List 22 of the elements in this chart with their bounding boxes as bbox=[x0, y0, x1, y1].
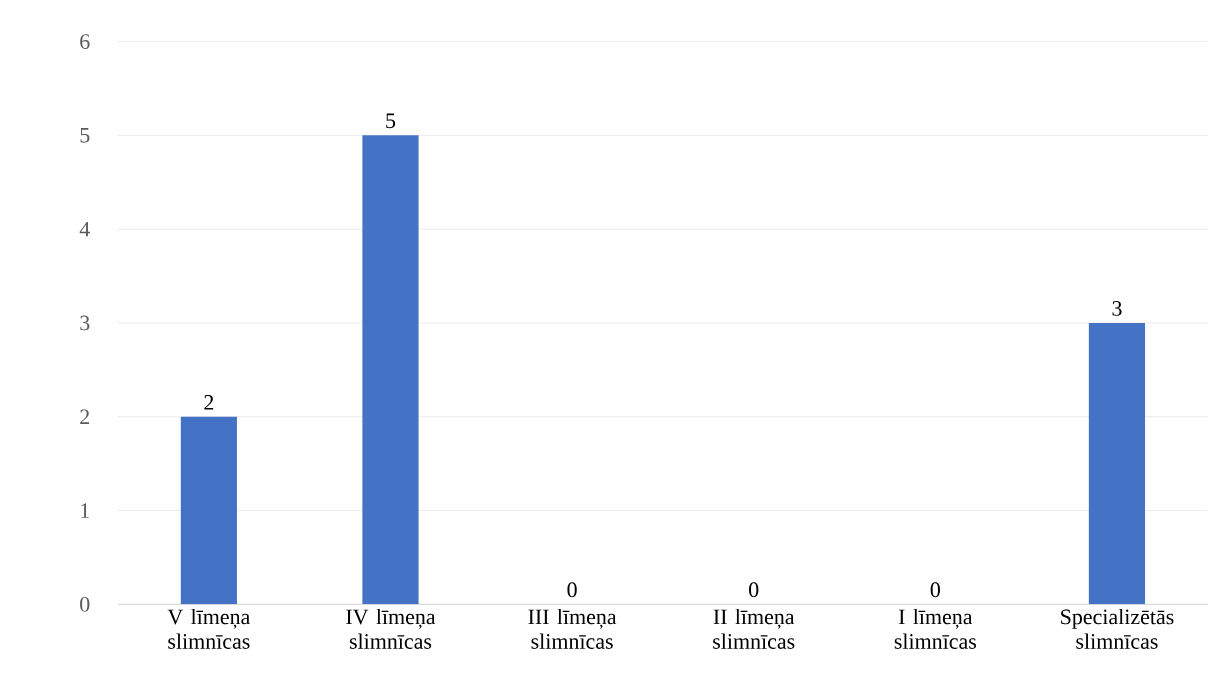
x-tick-label: IV līmeņa slimnīcas bbox=[346, 609, 436, 650]
bar bbox=[1088, 323, 1146, 605]
data-label: 0 bbox=[749, 582, 759, 598]
y-tick-label: 6 bbox=[80, 34, 90, 50]
x-tick-label: Specializētās slimnīcas bbox=[1061, 609, 1174, 650]
data-label: 3 bbox=[1112, 301, 1122, 316]
data-label: 2 bbox=[204, 395, 214, 410]
data-label: 0 bbox=[567, 582, 577, 598]
y-tick-label: 4 bbox=[79, 222, 90, 237]
data-label: 0 bbox=[930, 582, 940, 598]
y-tick-label: 0 bbox=[80, 597, 90, 612]
bar bbox=[362, 135, 419, 605]
y-tick-label: 3 bbox=[80, 315, 90, 331]
x-tick-label: II līmeņa slimnīcas bbox=[713, 609, 795, 650]
y-tick-label: 5 bbox=[80, 128, 90, 143]
data-label: 5 bbox=[386, 113, 396, 129]
x-tick-label: V līmeņa slimnīcas bbox=[167, 609, 251, 650]
x-tick-label: III līmeņa slimnīcas bbox=[528, 609, 617, 650]
bar bbox=[180, 416, 237, 605]
y-tick-label: 2 bbox=[80, 409, 90, 425]
x-tick-label: I līmeņa slimnīcas bbox=[894, 609, 977, 650]
y-tick-label: 1 bbox=[81, 503, 89, 518]
